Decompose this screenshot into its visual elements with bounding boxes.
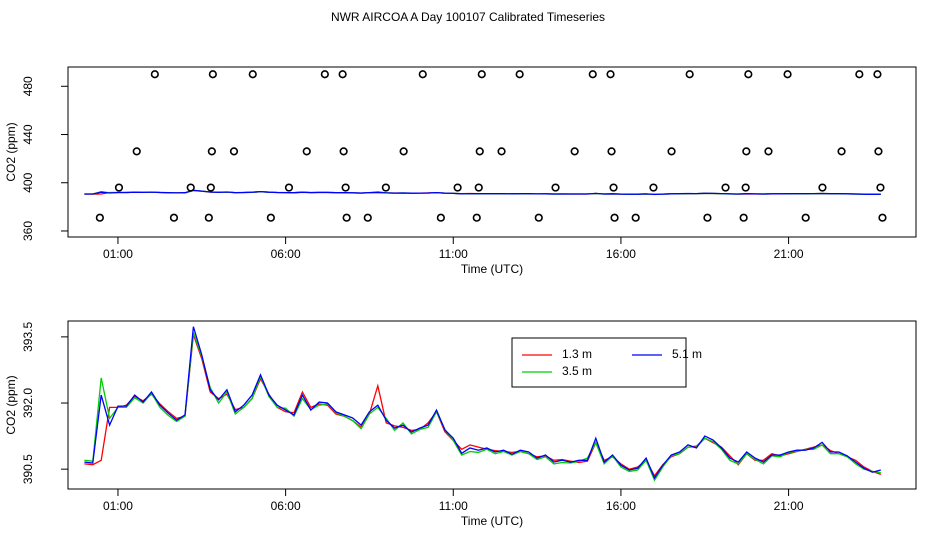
scatter-point	[610, 213, 619, 222]
scatter-point	[477, 70, 486, 79]
x-axis-label: Time (UTC)	[461, 262, 523, 276]
scatter-point	[248, 70, 257, 79]
scatter-point	[837, 147, 846, 156]
scatter-point	[497, 147, 506, 156]
scatter-point	[169, 213, 179, 222]
scatter-point	[570, 147, 579, 156]
y-tick-label: 393.5	[21, 322, 35, 352]
scatter-point	[764, 147, 773, 156]
scatter-point	[873, 70, 882, 79]
x-tick-label: 11:00	[439, 499, 468, 513]
scatter-point	[631, 213, 640, 222]
scatter-point	[744, 70, 753, 79]
scatter-point	[874, 147, 883, 156]
scatter-point	[229, 147, 239, 156]
scatter-point	[818, 183, 827, 192]
scatter-point	[588, 70, 597, 79]
chart-title: NWR AIRCOA A Day 100107 Calibrated Times…	[331, 10, 605, 24]
scatter-point	[551, 183, 560, 192]
plot-frame	[67, 66, 917, 238]
y-tick-label: 480	[21, 76, 35, 96]
scatter-point	[302, 147, 311, 156]
x-tick-label: 06:00	[271, 499, 301, 513]
scatter-point	[739, 213, 748, 222]
series-line	[84, 332, 881, 482]
scatter-point	[114, 183, 124, 192]
scatter-point	[472, 213, 481, 222]
scatter-point	[284, 183, 294, 192]
scatter-point	[703, 213, 712, 222]
scatter-point	[855, 70, 864, 79]
scatter-point	[132, 147, 141, 156]
scatter-point	[606, 70, 615, 79]
scatter-point	[783, 70, 792, 79]
scatter-point	[186, 183, 195, 192]
y-tick-label: 392.0	[21, 388, 35, 418]
scatter-point	[475, 147, 484, 156]
x-tick-label: 06:00	[271, 247, 301, 261]
scatter-point	[741, 183, 750, 192]
y-axis-label: CO2 (ppm)	[4, 375, 18, 434]
scatter-point	[207, 147, 216, 156]
scatter-point	[204, 213, 213, 222]
scatter-point	[320, 70, 329, 79]
scatter-point	[534, 213, 543, 222]
scatter-point	[341, 183, 350, 192]
scatter-point	[453, 183, 462, 192]
scatter-point	[208, 70, 217, 79]
x-tick-label: 21:00	[774, 499, 804, 513]
y-tick-label: 440	[21, 124, 35, 144]
scatter-point	[363, 213, 372, 222]
legend-label: 1.3 m	[562, 347, 592, 361]
y-axis-label: CO2 (ppm)	[4, 122, 18, 181]
scatter-point	[878, 213, 887, 222]
scatter-point	[685, 70, 694, 79]
scatter-point	[206, 183, 215, 192]
plot-frame	[67, 320, 917, 490]
x-axis-label: Time (UTC)	[461, 514, 523, 528]
legend-label: 5.1 m	[672, 347, 702, 361]
scatter-point	[649, 183, 658, 192]
scatter-point	[95, 213, 104, 222]
x-tick-label: 01:00	[103, 247, 133, 261]
y-tick-label: 400	[21, 172, 35, 192]
scatter-point	[399, 147, 408, 156]
x-tick-label: 21:00	[774, 247, 804, 261]
scatter-point	[418, 70, 427, 79]
legend-box	[511, 337, 687, 388]
y-tick-label: 390.5	[21, 454, 35, 484]
scatter-point	[721, 183, 730, 192]
scatter-point	[667, 147, 676, 156]
scatter-point	[339, 147, 348, 156]
scatter-point	[150, 70, 159, 79]
scatter-point	[801, 213, 810, 222]
x-tick-label: 11:00	[439, 247, 468, 261]
scatter-point	[381, 183, 390, 192]
series-line	[84, 189, 881, 196]
series-line	[84, 326, 881, 480]
x-tick-label: 16:00	[606, 247, 636, 261]
scatter-point	[266, 213, 275, 222]
scatter-point	[742, 147, 751, 156]
scatter-point	[515, 70, 524, 79]
y-tick-label: 360	[21, 221, 35, 241]
x-tick-label: 16:00	[606, 499, 636, 513]
scatter-point	[342, 213, 351, 222]
legend-label: 3.5 m	[562, 364, 592, 378]
scatter-point	[876, 183, 885, 192]
scatter-point	[436, 213, 445, 222]
scatter-point	[609, 183, 618, 192]
scatter-point	[338, 70, 347, 79]
scatter-point	[607, 147, 616, 156]
x-tick-label: 01:00	[103, 499, 133, 513]
scatter-point	[474, 183, 483, 192]
